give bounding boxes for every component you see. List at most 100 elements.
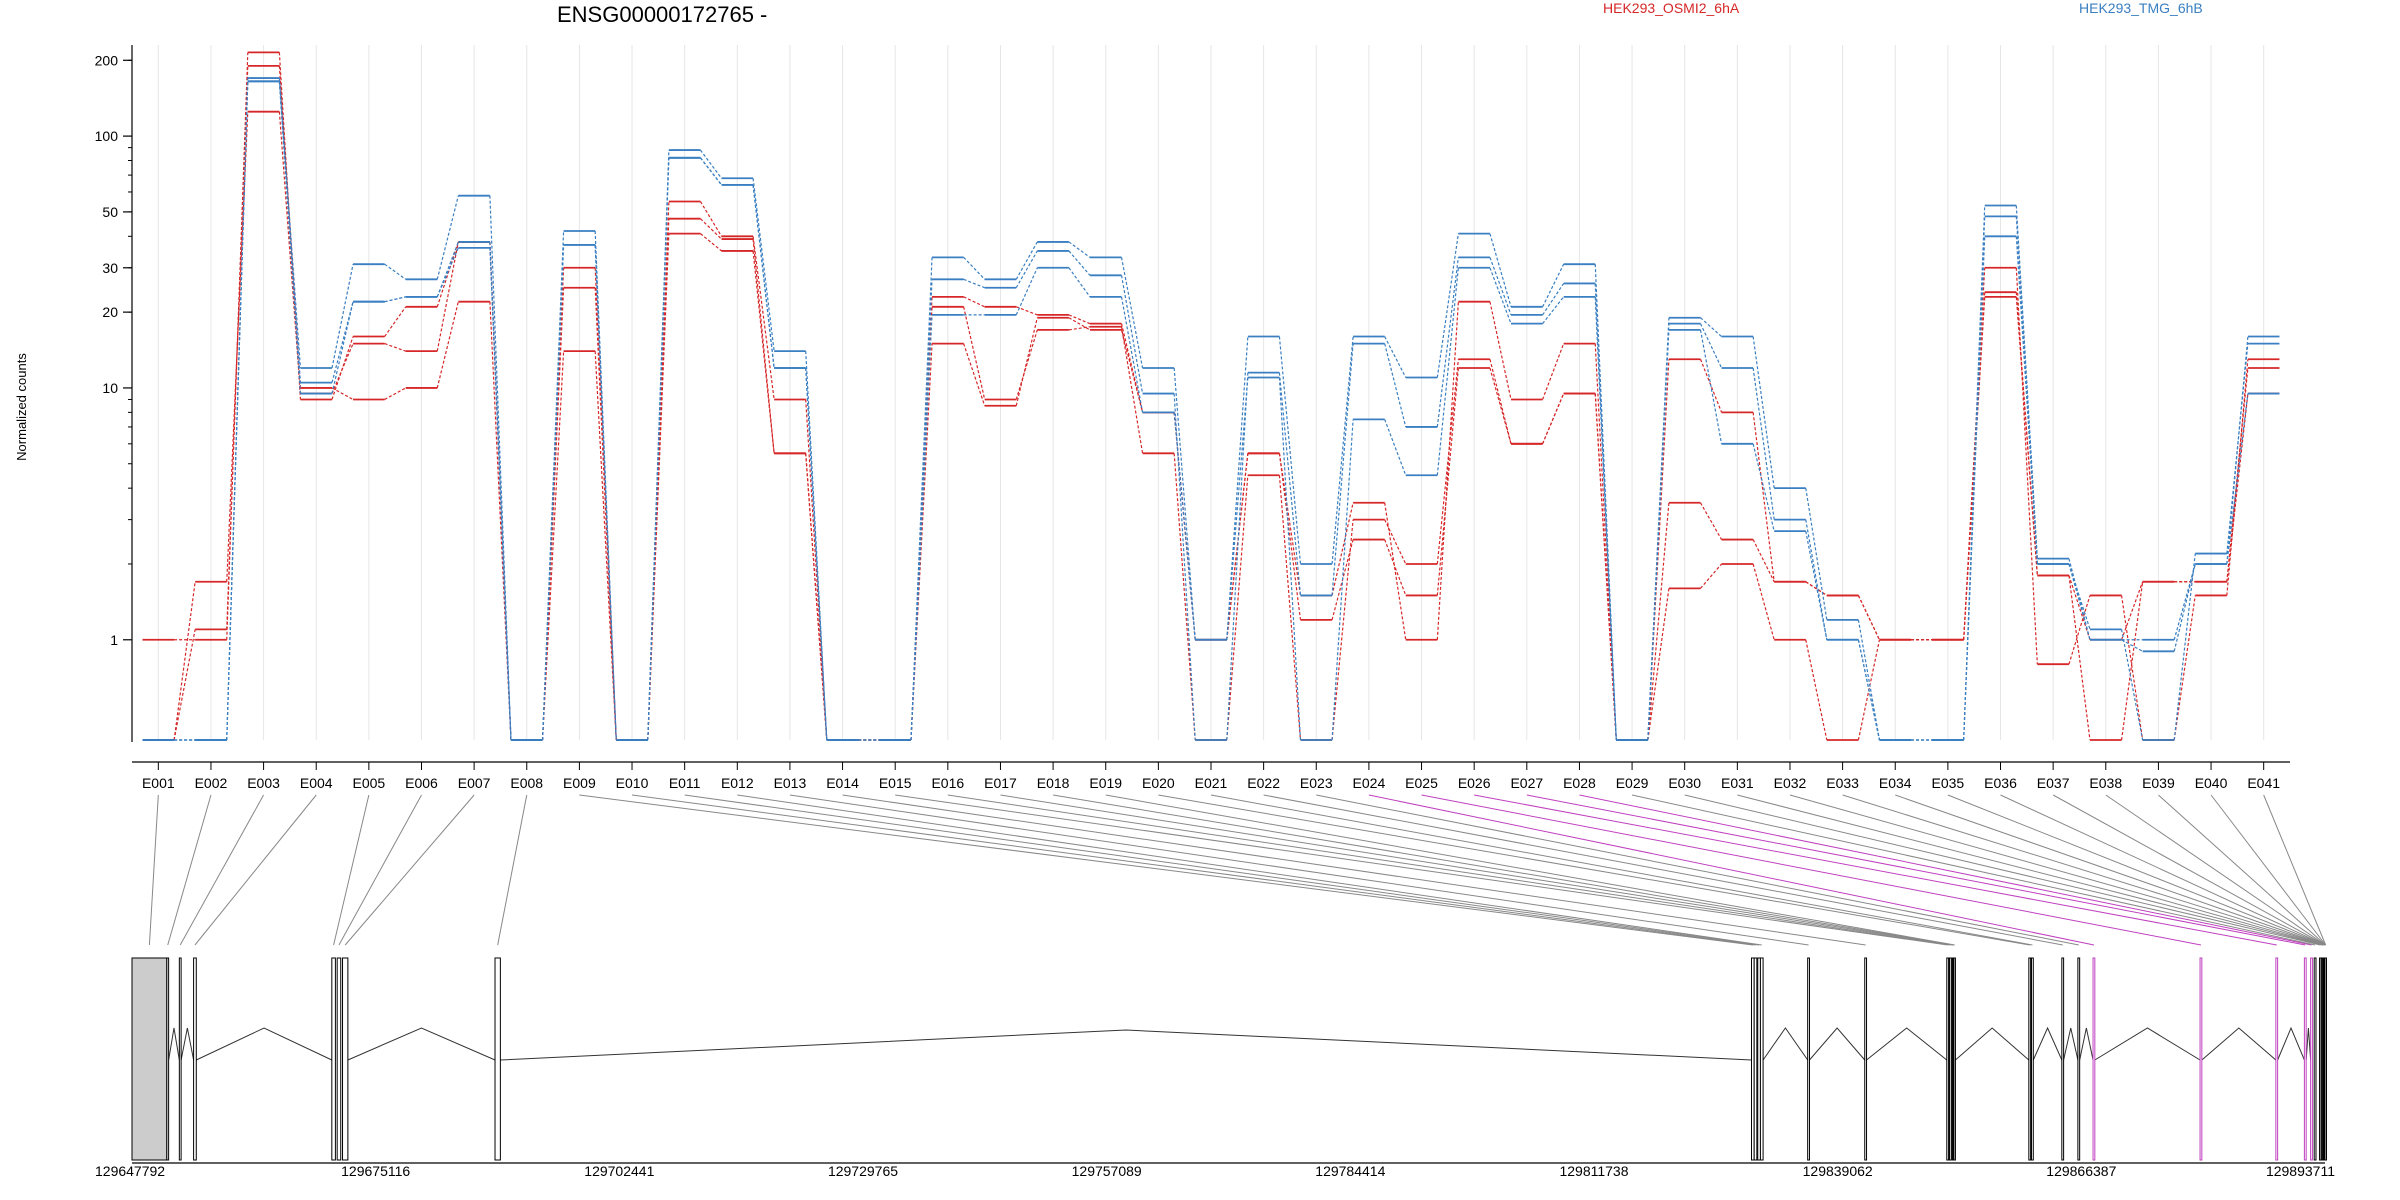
x-tick-label-e030: E030 <box>1668 775 1701 791</box>
x-tick-label-e018: E018 <box>1037 775 1070 791</box>
connector-e031 <box>1737 794 2323 946</box>
connector-e040 <box>2210 794 2326 946</box>
exon-transition <box>2068 575 2091 741</box>
exon-transition <box>1752 443 1775 532</box>
exon-transition <box>1963 216 1986 741</box>
x-tick-label-e010: E010 <box>616 775 649 791</box>
intron <box>168 1027 180 1061</box>
exon-box-e014 <box>1864 957 1868 1161</box>
exon-transition <box>541 351 565 741</box>
connector-e032 <box>1789 794 2324 946</box>
exon-transition <box>1173 367 1196 640</box>
exon-transition <box>1120 296 1144 413</box>
exon-box-e002 <box>166 957 170 1161</box>
x-tick-label-e034: E034 <box>1879 775 1912 791</box>
exon-transition <box>1436 267 1459 476</box>
exon-transition <box>1384 502 1407 640</box>
exon-transition <box>2015 216 2038 565</box>
exon-transition <box>1015 329 1038 400</box>
coordinate-label: 129811738 <box>1559 1163 1628 1179</box>
exon-transition <box>1278 453 1302 620</box>
exon-transition <box>963 278 985 289</box>
x-tick-label-e039: E039 <box>2142 775 2175 791</box>
x-tick-label-e008: E008 <box>510 775 543 791</box>
connector-e003 <box>179 794 265 946</box>
x-tick-label-e016: E016 <box>931 775 964 791</box>
exon-transition <box>278 52 302 400</box>
exon-transition <box>752 236 775 400</box>
exon-transition <box>1015 317 1038 406</box>
x-tick-label-e017: E017 <box>984 775 1017 791</box>
exon-transition <box>1805 639 1828 741</box>
exon-transition <box>1752 563 1775 640</box>
y-tick-label: 200 <box>95 52 119 68</box>
coordinate-label: 129784414 <box>1315 1163 1385 1179</box>
x-tick-label-e033: E033 <box>1826 775 1859 791</box>
x-tick-label-e026: E026 <box>1458 775 1491 791</box>
intron <box>2094 1027 2201 1061</box>
exon-transition <box>805 399 828 741</box>
exon-transition <box>1436 359 1459 565</box>
connector-e001 <box>148 794 159 946</box>
exon-transition <box>594 244 617 741</box>
exon-box-e007 <box>342 957 349 1161</box>
exon-transition <box>2015 296 2038 576</box>
exon-box-e030 <box>2319 957 2322 1161</box>
exon-box-e027 <box>2303 957 2307 1161</box>
x-tick-label-e009: E009 <box>563 775 596 791</box>
x-axis: E001 E002 E003 E004 E005 E006 E007 E008 E009 E010… <box>132 761 2290 791</box>
exon-transition <box>1068 267 1091 298</box>
x-tick-label-e011: E011 <box>669 775 701 791</box>
exon-transition <box>173 629 196 741</box>
exon-transition <box>752 250 775 454</box>
exon-transition <box>1278 372 1302 596</box>
exon-transition <box>910 279 933 741</box>
x-tick-label-e004: E004 <box>300 775 333 791</box>
exon-transition <box>1700 317 1722 337</box>
intron <box>180 1027 195 1061</box>
exon-transition <box>1489 233 1512 307</box>
exon-transition <box>1173 393 1196 741</box>
x-tick-label-e035: E035 <box>1932 775 1965 791</box>
exon-transition <box>1699 359 1723 413</box>
connector-e023 <box>1316 794 2079 946</box>
coordinate-label: 129893711 <box>2266 1163 2335 1179</box>
exon-transition <box>752 239 775 454</box>
exon-transition <box>384 306 407 337</box>
x-tick-label-e020: E020 <box>1142 775 1175 791</box>
exon-transition <box>1068 250 1091 276</box>
exon-box-e025 <box>2199 957 2203 1161</box>
exon-connector-lines <box>148 794 2327 946</box>
x-tick-label-e001: E001 <box>142 775 175 791</box>
connector-e018 <box>1053 794 1954 946</box>
x-tick-label-e014: E014 <box>826 775 859 791</box>
exon-transition <box>331 301 354 383</box>
exon-transition <box>1647 588 1670 741</box>
connector-e038 <box>2105 794 2326 946</box>
exon-box-e008 <box>494 957 501 1161</box>
exon-transition <box>2226 393 2249 565</box>
exon-transition <box>1542 393 1565 445</box>
exon-transition <box>436 195 459 280</box>
series-lines <box>142 51 2280 741</box>
x-tick-label-e003: E003 <box>247 775 280 791</box>
exon-transition <box>1173 453 1196 741</box>
exon-transition <box>1331 336 1354 565</box>
connector-e013 <box>789 794 1809 946</box>
exon-transition <box>805 453 828 741</box>
exon-box-e022 <box>2061 957 2065 1161</box>
exon-transition <box>1594 296 1617 741</box>
genomic-coordinate-axis: 129647792 129675116 129702441 129729765 1297… <box>95 1163 2335 1179</box>
exon-transition <box>1436 233 1459 378</box>
exon-transition <box>1699 329 1723 444</box>
exon-transition <box>752 178 775 352</box>
connector-e041 <box>2263 794 2327 946</box>
coordinate-label: 129675116 <box>341 1163 410 1179</box>
exon-transition <box>384 296 406 303</box>
exon-box-e041 <box>2324 957 2327 1161</box>
intron <box>2079 1027 2094 1061</box>
exon-transition <box>541 244 565 741</box>
x-tick-label-e027: E027 <box>1510 775 1543 791</box>
chart-title: ENSG00000172765 - <box>557 2 767 27</box>
x-tick-label-e028: E028 <box>1563 775 1596 791</box>
